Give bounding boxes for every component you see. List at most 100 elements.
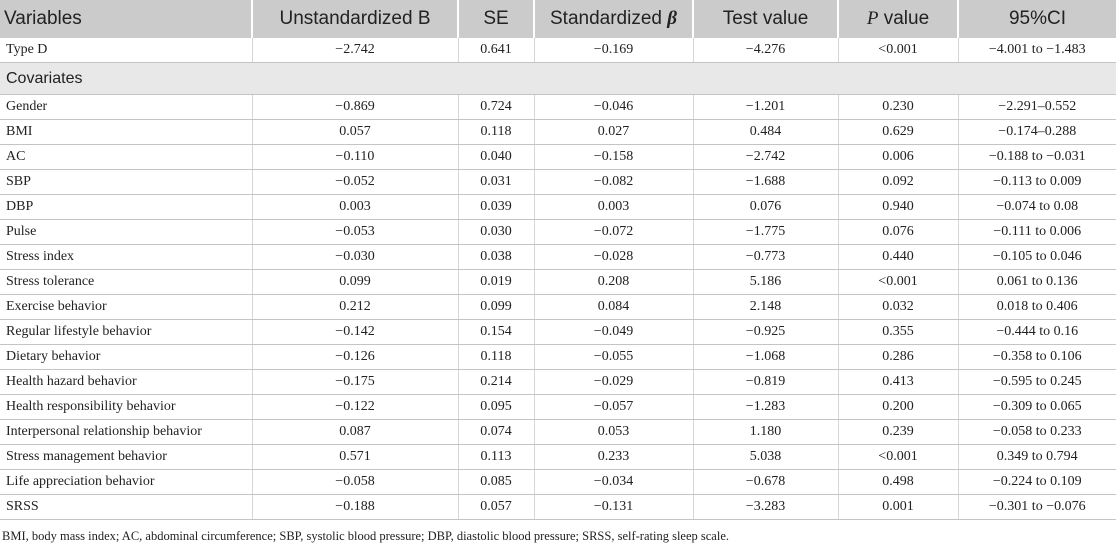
row-label: Exercise behavior [0, 294, 252, 320]
cell: 0.239 [837, 419, 958, 445]
cell: −0.028 [533, 244, 693, 270]
table-row: Health hazard behavior −0.175 0.214 −0.029−… [0, 369, 1116, 395]
row-label: BMI [0, 119, 252, 145]
table-row: Interpersonal relationship behavior 0.087… [0, 419, 1116, 445]
cell: −0.444 to 0.16 [957, 319, 1116, 345]
table-row: Stress index −0.030 0.038 −0.028 −0.773 0.440… [0, 244, 1116, 270]
header-text: Variables [4, 8, 82, 29]
cell: 0.076 [837, 219, 958, 245]
header-text: Standardized [550, 8, 668, 29]
cell: −0.188 to −0.031 [957, 144, 1116, 170]
cell: −0.301 to −0.076 [957, 494, 1116, 520]
cell: −0.034 [533, 469, 693, 495]
cell: 0.018 to 0.406 [957, 294, 1116, 320]
cell: −0.126 [251, 344, 458, 370]
header-text: SE [483, 8, 509, 29]
cell: 0.074 [457, 419, 534, 445]
table-row: AC −0.110 0.040 −0.158 −2.742 0.006 −0.188 to … [0, 144, 1116, 170]
cell: 0.099 [251, 269, 458, 295]
cell: 0.027 [533, 119, 693, 145]
cell: 0.641 [457, 38, 534, 63]
cell: 0.214 [457, 369, 534, 395]
table-row: Type D −2.742 0.641 −0.169 −4.276 <0.001 −4.00… [0, 38, 1116, 63]
cell: 0.040 [457, 144, 534, 170]
column-header: Standardized β [533, 0, 693, 38]
footnote: BMI, body mass index; AC, abdominal circ… [2, 529, 729, 543]
cell: −0.158 [533, 144, 693, 170]
cell: <0.001 [837, 269, 958, 295]
header-text: 95%CI [1008, 8, 1067, 29]
cell: −0.111 to 0.006 [957, 219, 1116, 245]
cell: <0.001 [837, 38, 958, 63]
cell: 0.003 [251, 194, 458, 220]
table-row: BMI 0.057 0.118 0.027 0.484 0.629 −0.174–0.288 [0, 119, 1116, 145]
table-row: Life appreciation behavior −0.058 0.085 −0.… [0, 469, 1116, 495]
table-row: Gender −0.869 0.724 −0.046 −1.201 0.230 −2.291… [0, 94, 1116, 120]
cell: 0.355 [837, 319, 958, 345]
table-body: Type D −2.742 0.641 −0.169 −4.276 <0.001 −4.00… [0, 38, 1116, 520]
cell: 0.085 [457, 469, 534, 495]
cell: −0.058 to 0.233 [957, 419, 1116, 445]
row-label: AC [0, 144, 252, 170]
row-label: Stress management behavior [0, 444, 252, 470]
cell: 0.030 [457, 219, 534, 245]
cell: 0.230 [837, 94, 958, 120]
cell: −0.058 [251, 469, 458, 495]
table-row: Dietary behavior −0.126 0.118 −0.055 −1.068 0… [0, 344, 1116, 370]
row-label: Life appreciation behavior [0, 469, 252, 495]
cell: −0.074 to 0.08 [957, 194, 1116, 220]
table-row: Pulse −0.053 0.030 −0.072 −1.775 0.076 −0.111 … [0, 219, 1116, 245]
cell: −0.309 to 0.065 [957, 394, 1116, 420]
cell: 0.019 [457, 269, 534, 295]
cell: 0.440 [837, 244, 958, 270]
cell: 0.057 [251, 119, 458, 145]
table-row: Health responsibility behavior −0.122 0.09… [0, 394, 1116, 420]
cell: 0.113 [457, 444, 534, 470]
cell: −0.131 [533, 494, 693, 520]
results-table: Variables Unstandardized B SE Standardized … [0, 0, 1116, 520]
row-label: Type D [0, 38, 252, 63]
column-header: SE [457, 0, 534, 38]
cell: −0.049 [533, 319, 693, 345]
table-row: Regular lifestyle behavior −0.142 0.154 −0.… [0, 319, 1116, 345]
cell: −0.174–0.288 [957, 119, 1116, 145]
row-label: Stress index [0, 244, 252, 270]
cell: −0.358 to 0.106 [957, 344, 1116, 370]
cell: −4.001 to −1.483 [957, 38, 1116, 63]
section-row: Covariates [0, 62, 1116, 95]
table-row: Exercise behavior 0.212 0.099 0.084 2.148 0.0… [0, 294, 1116, 320]
cell: −0.030 [251, 244, 458, 270]
cell: −0.082 [533, 169, 693, 195]
cell: −0.773 [692, 244, 838, 270]
row-label: DBP [0, 194, 252, 220]
header-text: value [878, 8, 930, 29]
cell: −0.678 [692, 469, 838, 495]
cell: 0.571 [251, 444, 458, 470]
cell: 0.061 to 0.136 [957, 269, 1116, 295]
cell: 2.148 [692, 294, 838, 320]
cell: −0.029 [533, 369, 693, 395]
row-label: Stress tolerance [0, 269, 252, 295]
cell: −1.201 [692, 94, 838, 120]
cell: −0.595 to 0.245 [957, 369, 1116, 395]
cell: 0.118 [457, 344, 534, 370]
cell: −0.110 [251, 144, 458, 170]
cell: 0.003 [533, 194, 693, 220]
cell: −2.742 [692, 144, 838, 170]
header-row: Variables Unstandardized B SE Standardized … [0, 0, 1116, 38]
cell: −4.276 [692, 38, 838, 63]
cell: 0.038 [457, 244, 534, 270]
table-row: DBP 0.003 0.039 0.003 0.076 0.940 −0.074 to 0.… [0, 194, 1116, 220]
cell: −0.188 [251, 494, 458, 520]
cell: 0.212 [251, 294, 458, 320]
cell: −0.142 [251, 319, 458, 345]
cell: 0.095 [457, 394, 534, 420]
cell: <0.001 [837, 444, 958, 470]
row-label: Gender [0, 94, 252, 120]
row-label: Pulse [0, 219, 252, 245]
cell: −0.055 [533, 344, 693, 370]
row-label: Regular lifestyle behavior [0, 319, 252, 345]
cell: −0.169 [533, 38, 693, 63]
cell: 0.001 [837, 494, 958, 520]
cell: −0.175 [251, 369, 458, 395]
